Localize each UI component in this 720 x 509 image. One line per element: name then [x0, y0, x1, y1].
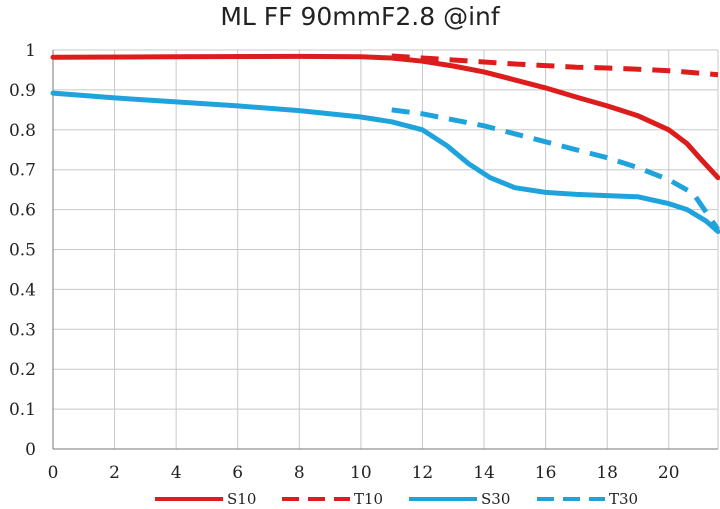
x-tick-label: 12 — [412, 463, 434, 483]
y-tick-label: 0.1 — [9, 400, 36, 420]
chart-title: ML FF 90mmF2.8 @inf — [220, 2, 500, 31]
x-tick-label: 0 — [48, 463, 59, 483]
legend-label-s10: S10 — [227, 490, 256, 508]
legend-label-s30: S30 — [481, 490, 510, 508]
legend-label-t10: T10 — [354, 490, 383, 508]
y-tick-label: 0.2 — [9, 360, 36, 380]
series-line-s30 — [50, 90, 720, 234]
y-tick-label: 0 — [25, 440, 36, 460]
x-tick-label: 20 — [658, 463, 680, 483]
y-tick-label: 0.3 — [9, 320, 36, 340]
series-line-t30 — [391, 107, 720, 231]
x-tick-label: 8 — [294, 463, 305, 483]
y-tick-label: 0.5 — [9, 241, 36, 261]
x-tick-label: 18 — [596, 463, 618, 483]
y-tick-label: 0.7 — [9, 161, 36, 181]
x-tick-label: 6 — [232, 463, 243, 483]
y-tick-label: 0.8 — [9, 121, 36, 141]
x-tick-label: 10 — [350, 463, 372, 483]
series-line-s10 — [50, 53, 720, 181]
x-tick-label: 14 — [473, 463, 495, 483]
y-tick-label: 0.6 — [9, 201, 36, 221]
y-tick-label: 0.4 — [9, 280, 36, 300]
y-tick-label: 1 — [25, 41, 36, 61]
legend-label-t30: T30 — [609, 490, 638, 508]
y-tick-label: 0.9 — [9, 81, 36, 101]
x-tick-label: 16 — [535, 463, 557, 483]
x-tick-label: 4 — [171, 463, 182, 483]
x-tick-label: 2 — [109, 463, 120, 483]
